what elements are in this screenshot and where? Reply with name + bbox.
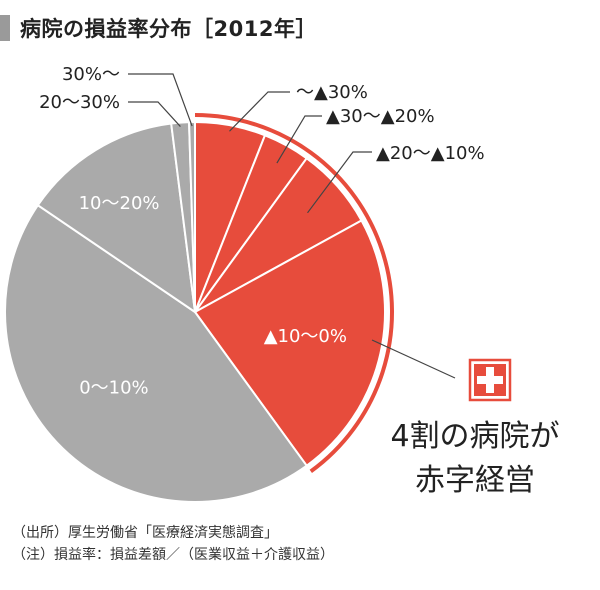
callout-leader-line [371,339,456,379]
chart-title: 病院の損益率分布［2012年］ [20,17,317,41]
leader-line-3 [307,151,372,214]
slice-label-4: ▲10〜0% [264,326,347,347]
callout-line-2: 赤字経営 [415,463,535,498]
slice-label-1: 〜▲30% [296,82,368,103]
red-cross-icon [468,358,512,402]
leader-line-7 [128,101,181,127]
deficit-highlight-arc [194,113,394,473]
leader-line-1 [229,91,290,132]
pie-slice-5 [4,203,309,503]
leader-line-8 [128,73,193,127]
slice-label-6: 10〜20% [79,193,160,214]
slice-label-7: 20〜30% [39,92,120,113]
slice-label-3: ▲20〜▲10% [376,143,485,164]
pie-slice-6 [36,122,197,315]
callout-line-1: 4割の病院が [390,419,560,454]
chart-title-block: 病院の損益率分布［2012年］ [0,12,317,44]
pie-slice-4 [193,219,386,468]
definition-note: （注）損益率：損益差額／（医業収益＋介護収益） [12,547,334,563]
slice-label-2: ▲30〜▲20% [326,106,435,127]
chart-notes: （出所）厚生労働省「医療経済実態調査」 （注）損益率：損益差額／（医業収益＋介護… [12,522,334,566]
title-accent-bar [0,15,10,41]
source-note: （出所）厚生労働省「医療経済実態調査」 [12,525,278,541]
leader-line-2 [276,115,322,164]
slice-label-8: 30%〜 [62,64,120,85]
pie-slice-8 [188,120,196,313]
callout-text: 4割の病院が 赤字経営 [360,415,590,503]
slice-label-5: 0〜10% [79,377,148,398]
